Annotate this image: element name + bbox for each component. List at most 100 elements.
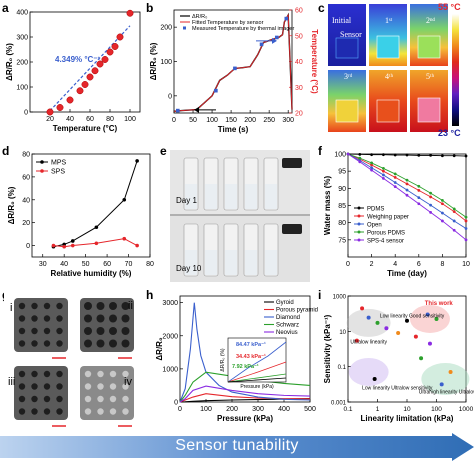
y-tick-label: 0 (26, 243, 30, 250)
data-point (94, 241, 99, 246)
lattice-hole (43, 340, 51, 347)
data-point (405, 318, 409, 323)
lattice-hole (56, 327, 63, 335)
x-tick-label: 400 (278, 406, 290, 413)
data-point (452, 154, 456, 158)
data-point (62, 244, 66, 249)
data-point (441, 202, 444, 206)
region-ultrahigh-linearity (421, 363, 470, 396)
data-point (101, 56, 109, 63)
legend-marker (357, 214, 361, 218)
lattice-hole (31, 340, 38, 347)
y-tick-label: 60 (22, 174, 30, 181)
vial-photo-panel (170, 150, 310, 282)
annotation: Low linearity Good sensitivity (380, 314, 445, 320)
data-point (370, 166, 373, 170)
lattice-hole (96, 314, 105, 323)
y2-axis-label: Temperature (°C) (310, 29, 318, 94)
lattice-hole (31, 408, 38, 415)
lattice-hole (109, 408, 117, 415)
data-point (441, 154, 444, 158)
legend-label: MPS (51, 160, 67, 167)
lattice-label-iii: iii (8, 376, 16, 388)
inset-annotation: 34.43 kPa⁻¹ (236, 353, 266, 360)
chart-h-pressure-response: 0 100 200 300 400 500 0 1000 2000 3000 Pressure (k… (155, 295, 318, 423)
data-point (370, 153, 373, 157)
x-axis-label: Relative humidity (%) (51, 269, 132, 278)
lattice-hole (31, 327, 38, 335)
vial-photos (170, 150, 310, 282)
panel-label-i: i (318, 288, 322, 302)
lattice-hole (122, 383, 129, 390)
lattice-hole (18, 408, 26, 415)
measured-point (259, 42, 264, 47)
data-point (135, 243, 139, 248)
data-point (122, 236, 127, 241)
lattice-hole (43, 327, 51, 335)
series-line (179, 385, 311, 403)
data-point (94, 225, 99, 230)
lattice-hole (56, 340, 63, 347)
lattice (14, 366, 68, 420)
data-point (384, 326, 389, 331)
series-line (347, 153, 467, 241)
lattice-hole (109, 327, 117, 335)
chart-f-water-mass: 0 2 4 6 8 10 75 80 85 90 95 100 Time (day) Water mass… (323, 152, 470, 279)
series-line (179, 302, 311, 403)
data-point (46, 108, 54, 116)
x-tick-label: 10 (462, 261, 470, 268)
data-point (382, 167, 385, 170)
lattice-hole (43, 395, 51, 403)
x-tick-label: 2 (370, 261, 374, 268)
data-point (425, 312, 430, 317)
data-point (372, 377, 377, 382)
y-tick-label: 85 (338, 203, 346, 210)
lattice-hole (56, 395, 63, 403)
colorbar-bottom-label: 23 °C (438, 128, 461, 138)
x-tick-label: 40 (60, 261, 68, 268)
data-point (393, 172, 397, 176)
lattice-hole (31, 370, 38, 378)
data-point (464, 227, 468, 230)
data-point (382, 173, 385, 177)
data-point (429, 210, 432, 214)
vial-liquid (185, 250, 197, 275)
thermal-caption-4th: 4ᵗʰ (385, 72, 394, 81)
y-tick-label: 90 (338, 186, 346, 193)
legend-label: PDMS (367, 206, 384, 212)
vial-liquid (245, 250, 257, 275)
x-tick-label: 10 (403, 406, 411, 413)
x-tick-label: 100 (200, 406, 212, 413)
chart-i-sensitivity-linearity: Linearity limitation (kPa) Sensitivity (k… (323, 295, 474, 424)
lattice-hole (56, 315, 63, 322)
thermal-caption-1st: 1ˢᵗ (385, 16, 393, 25)
chart-d-humidity-response: 30 40 50 60 70 80 0 20 40 60 80 Relative humidity (… (7, 152, 154, 279)
vials-day10 (183, 223, 279, 277)
x-axis-label: Time (s) (218, 125, 249, 134)
data-point (358, 152, 362, 156)
data-point (76, 87, 84, 95)
data-point (370, 161, 373, 165)
lattice (80, 298, 134, 352)
y-tick-label: 0.001 (331, 401, 347, 407)
plot-frame (347, 153, 467, 258)
lattice-label-ii: ii (128, 300, 133, 312)
lattice-hole (109, 370, 117, 378)
data-point (396, 331, 401, 336)
data-point (358, 156, 362, 160)
legend-label: Gyroid (276, 300, 294, 306)
vial-liquid (205, 184, 217, 209)
thermal-image-3rd (328, 70, 366, 132)
data-point (106, 48, 114, 56)
x-tick-label: 300 (252, 406, 264, 413)
data-point (464, 154, 468, 158)
vials-day1 (183, 157, 279, 211)
legend-label: Open (367, 222, 382, 228)
legend-label: Porous pyramid (276, 308, 318, 314)
thermal-image-1st (369, 4, 407, 66)
data-point (448, 369, 453, 374)
lattice-hole (56, 383, 63, 390)
lattice-hole (97, 383, 104, 390)
lattice-hole (121, 327, 130, 335)
data-point (429, 191, 432, 195)
